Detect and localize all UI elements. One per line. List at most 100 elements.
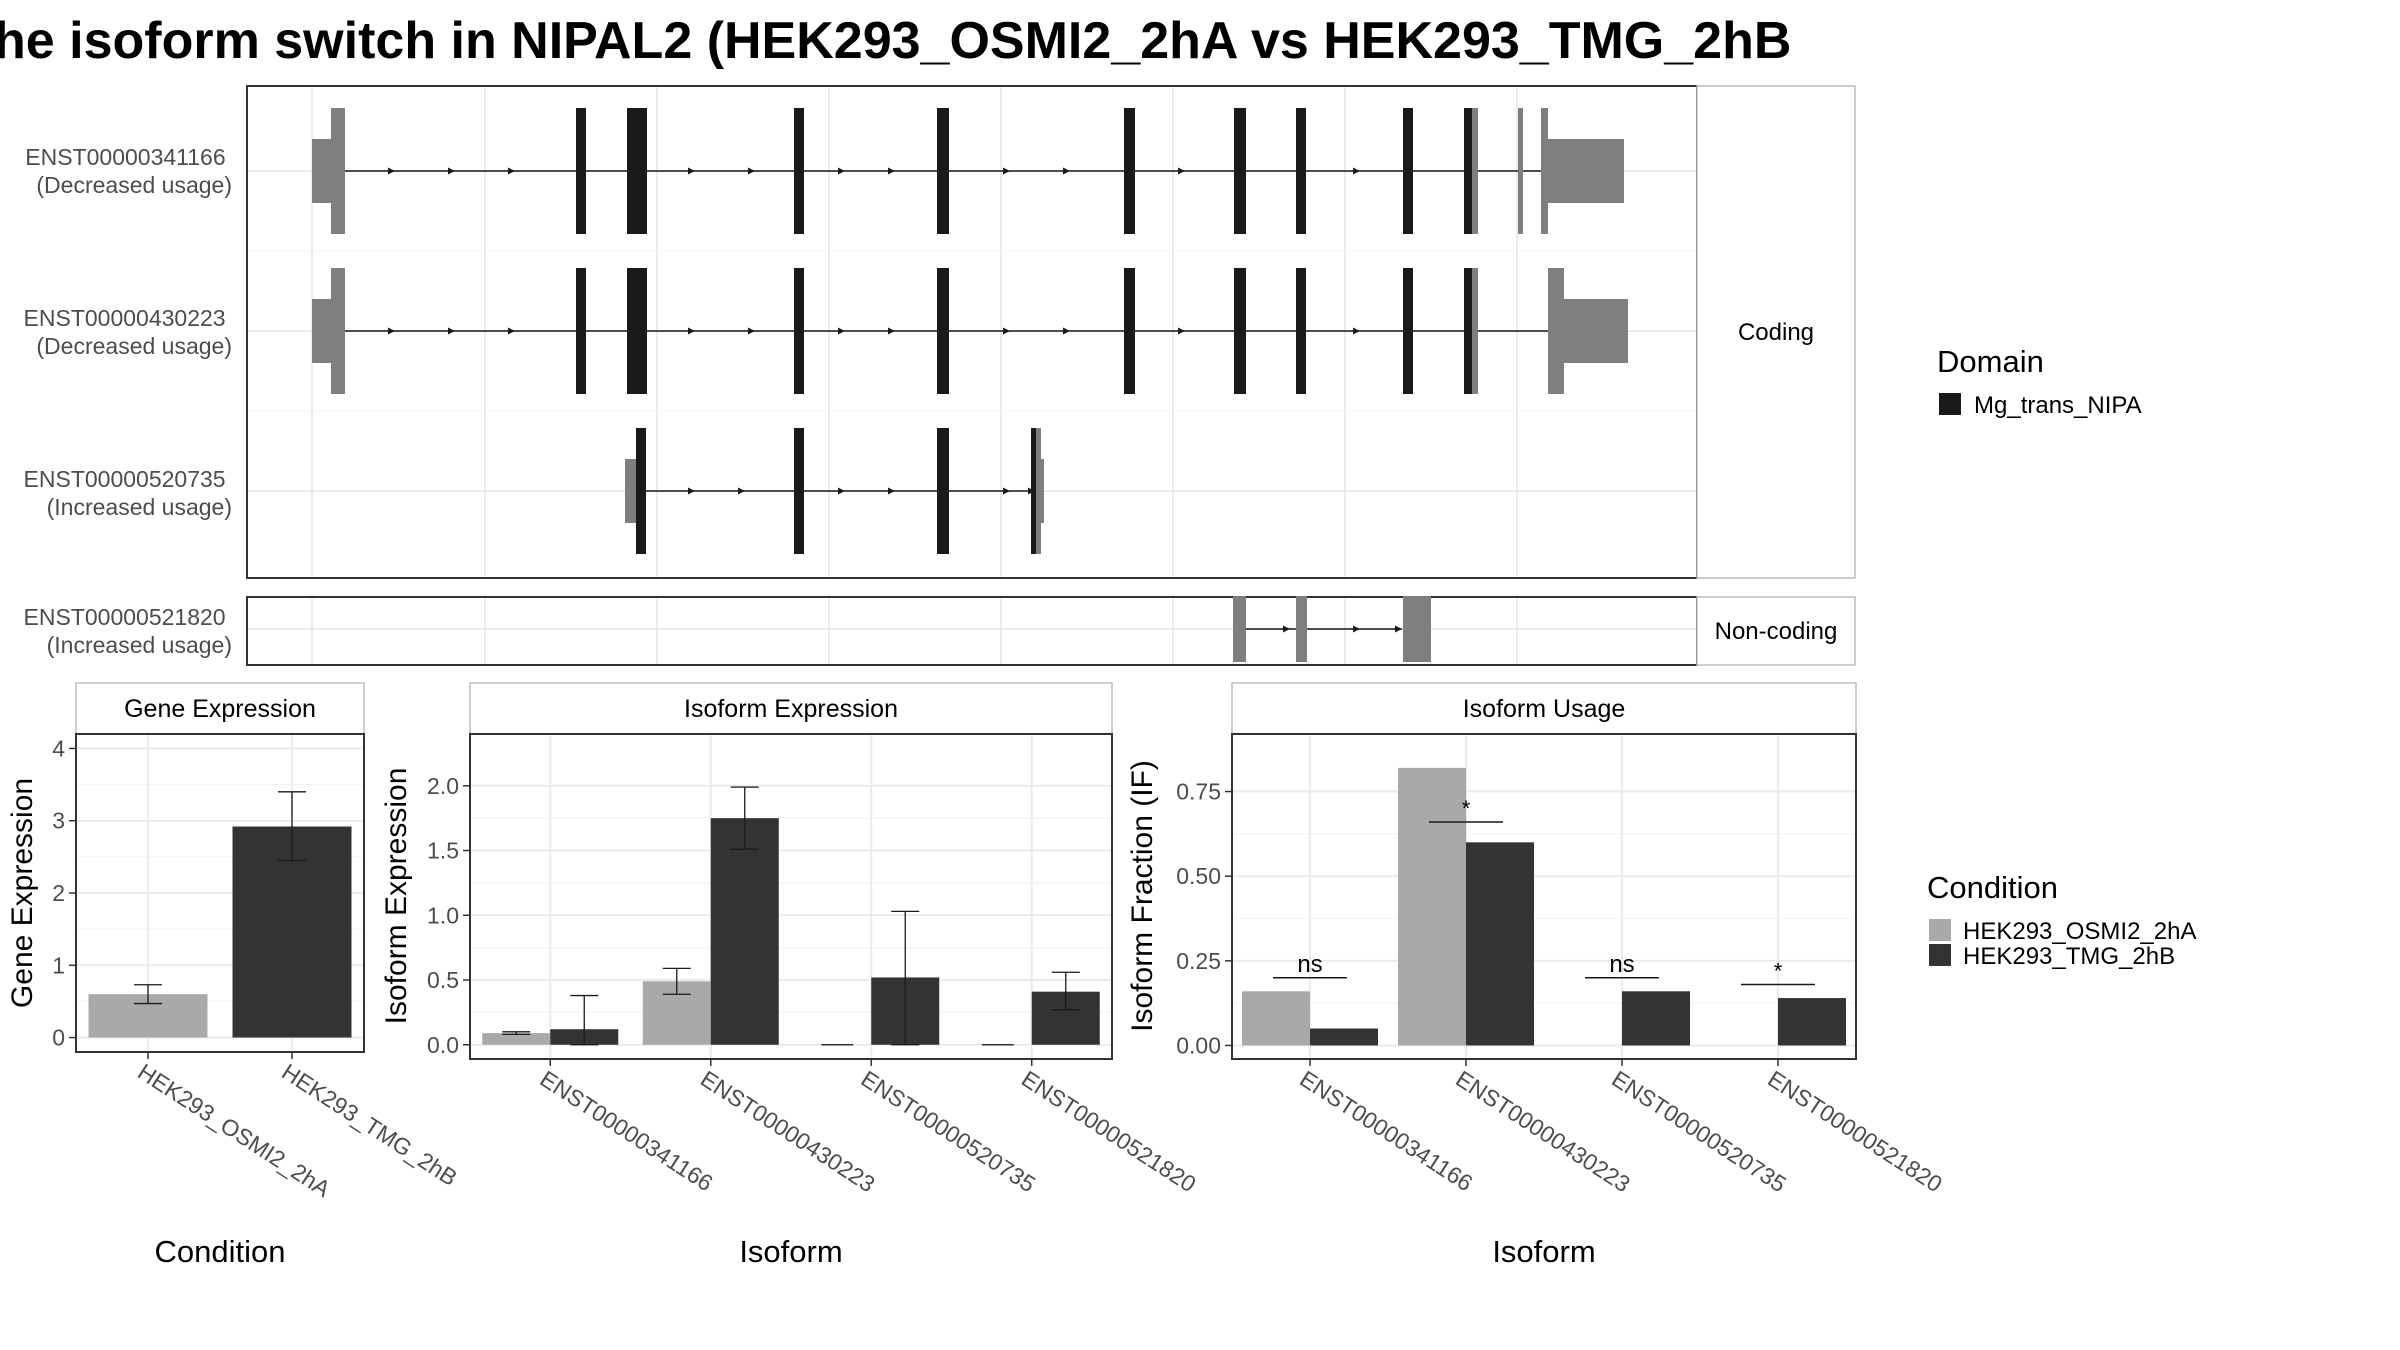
x-tick-label: ENST00000520735 xyxy=(857,1065,1041,1197)
x-tick-label: ENST00000430223 xyxy=(696,1065,880,1197)
utr-block xyxy=(1548,139,1624,203)
utr-exon xyxy=(1296,596,1307,662)
domain-exon xyxy=(794,108,804,234)
utr-exon xyxy=(331,268,345,394)
y-tick-label: 1.5 xyxy=(427,838,459,864)
chart-strip xyxy=(1231,682,1857,735)
condition-legend-title: Condition xyxy=(1927,870,2058,905)
isoform-usage-chart: Isoform Usage ns * ns * 0.00 0.25 0.50 0.75 ENS… xyxy=(1126,682,1947,1269)
domain-exon xyxy=(1124,108,1135,234)
utr-exon xyxy=(1472,108,1478,234)
condition-legend-swatch-b xyxy=(1929,944,1951,966)
bar xyxy=(1310,1028,1378,1046)
transcript-label-4: ENST00000521820 (Increased usage) xyxy=(24,604,232,658)
significance-label: ns xyxy=(1297,951,1322,978)
bar xyxy=(1242,991,1310,1046)
utr-block xyxy=(312,299,332,363)
domain-exon xyxy=(627,268,647,394)
y-tick-label: 0.25 xyxy=(1176,948,1221,974)
condition-legend-label-a: HEK293_OSMI2_2hA xyxy=(1963,918,2196,945)
domain-exon xyxy=(1124,268,1135,394)
utr-exon xyxy=(1036,428,1041,554)
plot-background xyxy=(470,734,1112,1059)
bar xyxy=(482,1033,551,1045)
chart-gridlines xyxy=(470,734,1112,1059)
utr-exon xyxy=(1548,268,1564,394)
y-axis-title: Gene Expression xyxy=(6,778,39,1008)
domain-legend-label: Mg_trans_NIPA xyxy=(1974,392,2142,419)
bar xyxy=(1622,991,1690,1046)
domain-exon xyxy=(937,108,949,234)
utr-block xyxy=(625,459,637,523)
domain-exon xyxy=(1464,108,1472,234)
bar xyxy=(710,818,779,1045)
x-tick-label: ENST00000520735 xyxy=(1607,1065,1791,1197)
transcript-label-3: ENST00000520735 (Increased usage) xyxy=(24,466,232,520)
noncoding-strip-label: Non-coding xyxy=(1715,618,1838,645)
y-tick-label: 0.5 xyxy=(427,967,459,993)
y-tick-label: 2.0 xyxy=(427,773,459,799)
transcript-track-1 xyxy=(312,108,1624,234)
y-tick-label: 0 xyxy=(52,1025,65,1051)
y-tick-label: 0.75 xyxy=(1176,779,1221,805)
domain-exon xyxy=(627,108,647,234)
significance-label: * xyxy=(1462,796,1471,821)
x-tick-label: ENST00000341166 xyxy=(536,1065,718,1196)
plot-area-frame xyxy=(469,733,1113,1060)
domain-exon xyxy=(1296,108,1306,234)
bar xyxy=(232,826,352,1038)
domain-exon xyxy=(1296,268,1306,394)
y-axis-title: Isoform Expression xyxy=(380,768,413,1025)
domain-exon xyxy=(1403,268,1413,394)
y-tick-label: 2 xyxy=(52,880,65,906)
domain-exon xyxy=(1031,428,1036,554)
domain-exon xyxy=(937,268,949,394)
domain-exon xyxy=(636,428,646,554)
significance-label: * xyxy=(1774,959,1783,984)
condition-legend-label-b: HEK293_TMG_2hB xyxy=(1963,943,2175,970)
utr-exon xyxy=(1541,108,1548,234)
chart-marks: ns * ns * xyxy=(1242,767,1846,1046)
transcript-label-2: ENST00000430223 (Decreased usage) xyxy=(24,305,232,359)
utr-exon xyxy=(1472,268,1478,394)
y-tick-label: 0.50 xyxy=(1176,863,1221,889)
plot-background xyxy=(1232,734,1856,1059)
figure-title: he isoform switch in NIPAL2 (HEK293_OSMI… xyxy=(0,12,1791,70)
domain-exon xyxy=(1234,268,1246,394)
domain-legend: Domain Mg_trans_NIPA xyxy=(1937,344,2142,419)
bar xyxy=(1778,998,1846,1046)
plot-area-frame xyxy=(1231,733,1857,1060)
utr-block xyxy=(312,139,332,203)
domain-exon xyxy=(794,268,804,394)
utr-exon xyxy=(1233,596,1246,662)
coding-strip-label: Coding xyxy=(1738,319,1814,346)
chart-gridlines xyxy=(1232,734,1856,1059)
utr-exon xyxy=(331,108,345,234)
condition-legend: Condition HEK293_OSMI2_2hA HEK293_TMG_2h… xyxy=(1927,870,2196,970)
y-tick-label: 0.00 xyxy=(1176,1032,1221,1058)
chart-marks xyxy=(482,786,1100,1046)
x-axis-title: Condition xyxy=(155,1234,286,1269)
y-tick-label: 0.0 xyxy=(427,1032,459,1058)
y-tick-label: 3 xyxy=(52,808,65,834)
coding-strip xyxy=(1696,85,1856,579)
x-tick-label: ENST00000521820 xyxy=(1763,1065,1947,1197)
utr-exon xyxy=(1403,596,1431,662)
utr-block xyxy=(1040,459,1044,523)
chart-strip xyxy=(75,682,365,735)
chart-marks xyxy=(88,791,352,1038)
y-axis-title: Isoform Fraction (IF) xyxy=(1126,760,1159,1032)
x-axis-title: Isoform xyxy=(739,1234,842,1269)
domain-exon xyxy=(937,428,949,554)
utr-exon xyxy=(1518,108,1523,234)
isoform-expression-chart: Isoform Expression 0.0 0.5 1.0 1.5 2.0 ENST00… xyxy=(380,682,1201,1269)
y-tick-label: 4 xyxy=(52,735,65,761)
transcript-track-2 xyxy=(312,268,1628,394)
domain-legend-swatch xyxy=(1939,393,1961,415)
domain-exon xyxy=(576,268,586,394)
domain-exon xyxy=(1234,108,1246,234)
x-tick-label: ENST00000430223 xyxy=(1451,1065,1635,1197)
condition-legend-swatch-a xyxy=(1929,919,1951,941)
intron-arrows xyxy=(688,487,1035,495)
